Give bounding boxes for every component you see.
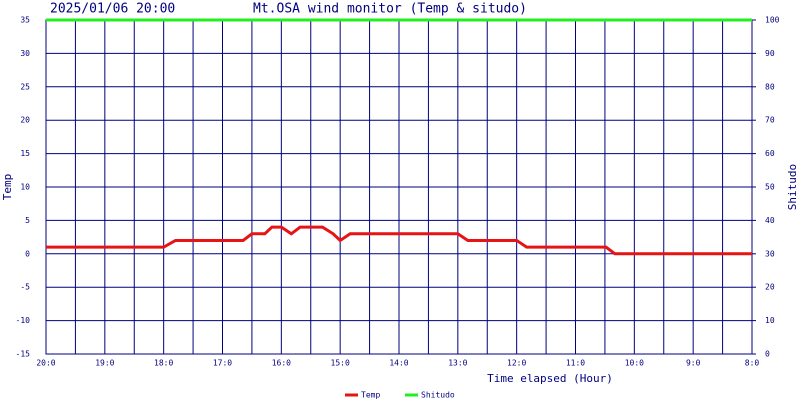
- y2-tick-label: 60: [765, 149, 775, 158]
- chart-title: Mt.OSA wind monitor (Temp & situdo): [253, 2, 527, 17]
- y-tick-label: -15: [16, 350, 31, 359]
- x-tick-label: 17:0: [213, 359, 232, 368]
- timestamp: 2025/01/06 20:00: [50, 2, 175, 17]
- y-tick-label: 0: [25, 249, 30, 258]
- x-tick-label: 9:0: [686, 359, 701, 368]
- y2-tick-label: 30: [765, 249, 775, 258]
- x-axis-label: Time elapsed (Hour): [487, 372, 613, 385]
- x-tick-label: 11:0: [566, 359, 585, 368]
- legend-label: Temp: [361, 391, 380, 400]
- y-tick-label: 15: [20, 149, 30, 158]
- x-tick-label: 8:0: [745, 359, 760, 368]
- y-tick-label: -10: [16, 316, 31, 325]
- y2-tick-label: 80: [765, 82, 775, 91]
- y-tick-label: -5: [20, 283, 30, 292]
- y2-tick-label: 100: [765, 16, 780, 25]
- y-tick-label: 30: [20, 49, 30, 58]
- y2-tick-label: 20: [765, 283, 775, 292]
- y-tick-label: 35: [20, 16, 30, 25]
- x-tick-label: 14:0: [389, 359, 408, 368]
- y2-tick-label: 90: [765, 49, 775, 58]
- y2-tick-label: 70: [765, 116, 775, 125]
- x-tick-label: 16:0: [272, 359, 291, 368]
- x-tick-label: 15:0: [331, 359, 350, 368]
- x-tick-label: 12:0: [507, 359, 526, 368]
- y2-tick-label: 50: [765, 183, 775, 192]
- y-tick-label: 5: [25, 216, 30, 225]
- y-axis-label: Temp: [1, 174, 14, 201]
- y-tick-label: 25: [20, 82, 30, 91]
- legend-label: Shitudo: [421, 391, 455, 400]
- x-tick-label: 10:0: [625, 359, 644, 368]
- y2-tick-label: 0: [765, 350, 770, 359]
- x-tick-label: 13:0: [448, 359, 467, 368]
- y-tick-label: 20: [20, 116, 30, 125]
- x-tick-label: 19:0: [95, 359, 114, 368]
- y-tick-label: 10: [20, 183, 30, 192]
- y2-tick-label: 40: [765, 216, 775, 225]
- y2-axis-label: Shitudo: [786, 164, 799, 210]
- x-tick-label: 18:0: [154, 359, 173, 368]
- data-line: [46, 225, 752, 256]
- x-tick-label: 20:0: [36, 359, 55, 368]
- y2-tick-label: 10: [765, 316, 775, 325]
